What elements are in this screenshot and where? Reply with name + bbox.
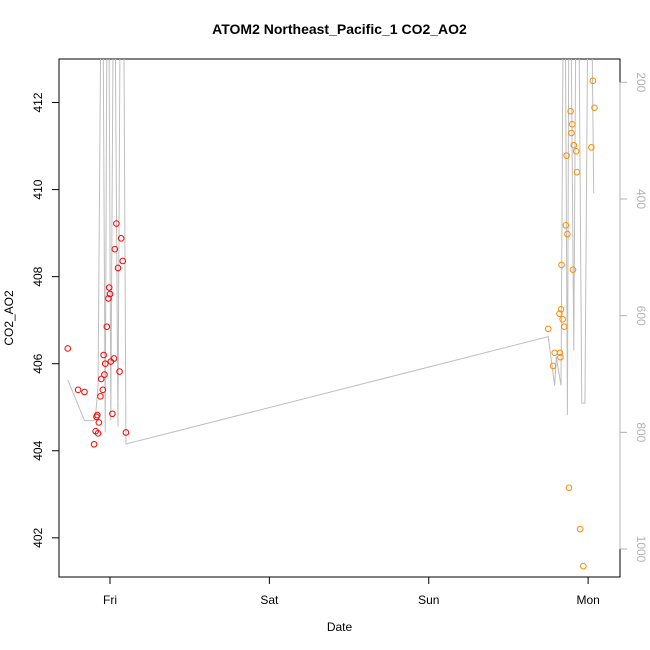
series-1-point [105,284,113,291]
series-1-point [99,386,107,394]
series-2-point [556,349,564,357]
y2-tick-label: 1000 [634,536,648,563]
series-1-point [64,345,72,352]
x-tick-label: Fri [103,593,117,607]
altitude-layer [67,59,595,445]
x-axis: Fri Sat Sun Mon [103,576,600,607]
chart-title: ATOM2 Northeast_Pacific_1 CO2_AO2 [212,21,467,37]
series-2-point [563,152,570,159]
series-2-point [572,147,580,155]
series-2-point [557,353,564,361]
y2-axis: 200 400 600 800 1000 [619,72,648,563]
series-1-point [97,375,105,383]
series-2-point [576,525,584,533]
series-2-point [568,129,575,137]
series-1-point [110,355,118,362]
y2-tick-label: 400 [634,189,648,209]
series-1-point [74,386,82,394]
y-tick-label: 404 [31,440,45,460]
series-1-point [116,368,123,375]
series-1-point [101,360,109,368]
x-tick-label: Mon [576,593,599,607]
series-1-point [119,257,127,265]
x-tick-label: Sat [260,593,279,607]
y-tick-label: 408 [31,266,45,286]
x-tick-label: Sun [418,593,439,607]
series-2-point [544,325,552,333]
series-2-point [568,120,576,128]
plot-area [58,58,621,578]
y-tick-label: 410 [31,179,45,199]
series-2-point [588,144,595,151]
y2-tick-label: 800 [634,422,648,442]
series-1-point [94,430,102,437]
points-layer [64,77,598,570]
series-1-point [90,440,98,448]
series-2-point [559,316,566,323]
series-1-point [109,410,116,418]
series-2-point [562,221,570,229]
series-1-point [113,220,120,227]
series-2-point [557,305,565,313]
series-2-point [580,562,587,570]
series-1-point [81,388,88,396]
y-axis-label: CO2_AO2 [2,290,16,346]
series-1-point [114,264,122,272]
series-1-point [103,323,111,331]
series-1-point [105,295,112,302]
y-tick-label: 406 [31,353,45,373]
series-2-point [589,77,597,85]
series-1-point [93,411,101,419]
series-1-point [111,245,119,253]
series-2-point [573,168,581,176]
series-2-point [560,323,568,331]
series-1-point [122,429,130,436]
series-1-point [117,235,125,242]
series-2-point [570,141,578,149]
series-2-point [556,310,563,317]
y2-tick-label: 600 [634,306,648,326]
series-1-point [95,419,103,426]
series-1-point [106,290,114,298]
series-2-point [558,261,565,269]
series-1-point [101,371,108,378]
plot-border [58,58,621,578]
series-2-point [549,362,557,370]
series-1-point [100,351,107,359]
y-tick-label: 412 [31,92,45,112]
x-axis-label: Date [327,620,353,634]
series-2-point [569,266,577,273]
series-1-point [97,393,104,400]
series-2-point [567,107,574,115]
altitude-line [67,59,595,445]
y2-tick-label: 200 [634,72,648,92]
y-tick-label: 402 [31,527,45,547]
y-axis: 402 404 406 408 410 412 [31,92,60,548]
series-2-point [591,104,598,112]
series-2-point [565,484,573,492]
series-2-point [564,230,571,238]
